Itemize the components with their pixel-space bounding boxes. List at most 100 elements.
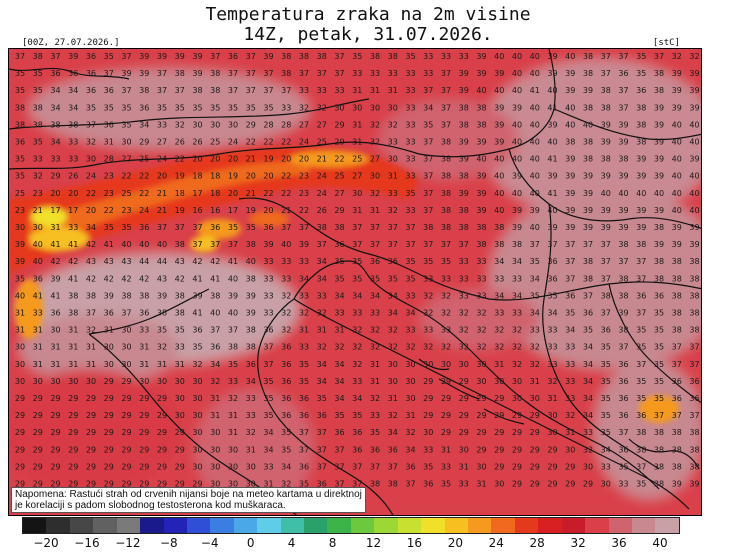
temperature-value-label: 33 (547, 343, 557, 352)
temperature-value-label: 39 (15, 257, 25, 266)
temperature-value-label: 40 (512, 52, 522, 61)
temperature-value-label: 33 (246, 411, 256, 420)
temperature-value-label: 38 (654, 428, 664, 437)
temperature-value-label: 33 (530, 326, 540, 335)
temperature-value-label: 37 (601, 274, 611, 283)
temperature-value-label: 29 (459, 411, 469, 420)
temperature-value-label: 30 (547, 428, 557, 437)
temperature-value-label: 41 (547, 155, 557, 164)
temperature-value-label: 29 (423, 411, 433, 420)
temperature-value-label: 22 (299, 206, 309, 215)
temperature-value-label: 36 (370, 257, 380, 266)
temperature-value-label: 40 (689, 138, 699, 147)
temperature-value-label: 32 (405, 343, 415, 352)
temperature-value-label: 35 (33, 138, 43, 147)
temperature-value-label: 21 (317, 155, 327, 164)
temperature-value-label: 36 (104, 86, 114, 95)
temperature-value-label: 32 (299, 309, 309, 318)
temperature-value-label: 32 (512, 326, 522, 335)
temperature-value-label: 37 (15, 52, 25, 61)
temperature-value-label: 21 (246, 155, 256, 164)
temperature-value-label: 36 (583, 309, 593, 318)
temperature-value-label: 36 (352, 445, 362, 454)
temperature-value-label: 31 (68, 360, 78, 369)
temperature-value-label: 30 (476, 360, 486, 369)
temperature-value-label: 35 (352, 52, 362, 61)
temperature-value-label: 39 (547, 120, 557, 129)
temperature-value-label: 30 (512, 394, 522, 403)
temperature-value-label: 22 (175, 155, 185, 164)
temperature-value-label: 34 (263, 428, 273, 437)
temperature-value-label: 35 (601, 377, 611, 386)
temperature-value-label: 36 (352, 428, 362, 437)
temperature-value-label: 32 (388, 120, 398, 129)
temperature-value-label: 38 (476, 223, 486, 232)
temperature-value-label: 37 (175, 86, 185, 95)
temperature-value-label: 37 (370, 462, 380, 471)
colorbar-tick-label: −12 (115, 536, 141, 550)
temperature-value-label: 33 (405, 172, 415, 181)
temperature-value-label: 32 (352, 360, 362, 369)
temperature-value-label: 41 (192, 309, 202, 318)
temperature-value-label: 32 (530, 360, 540, 369)
temperature-value-label: 40 (654, 189, 664, 198)
temperature-value-label: 40 (494, 172, 504, 181)
temperature-value-label: 39 (50, 274, 60, 283)
temperature-value-label: 37 (583, 291, 593, 300)
temperature-value-label: 17 (68, 206, 78, 215)
temperature-value-label: 32 (512, 360, 522, 369)
temperature-value-label: 39 (689, 69, 699, 78)
temperature-value-label: 40 (672, 155, 682, 164)
temperature-value-label: 38 (476, 120, 486, 129)
temperature-value-label: 39 (494, 103, 504, 112)
temperature-value-label: 27 (352, 172, 362, 181)
temperature-value-label: 32 (388, 343, 398, 352)
temperature-value-label: 37 (210, 326, 220, 335)
temperature-value-label: 35 (405, 189, 415, 198)
temperature-value-label: 36 (547, 257, 557, 266)
temperature-value-label: 30 (121, 138, 131, 147)
temperature-value-label: 29 (157, 394, 167, 403)
temperature-value-label: 29 (121, 411, 131, 420)
temperature-value-label: 29 (86, 480, 96, 489)
temperature-value-label: 33 (459, 52, 469, 61)
map-canvas: 37 38 37 39 36 35 37 39 39 39 39 37 36 37 39 38 38 38 37 35… (9, 49, 701, 515)
temperature-value-label: 35 (15, 172, 25, 181)
temperature-value-label: 40 (565, 52, 575, 61)
temperature-value-label: 39 (689, 240, 699, 249)
temperature-value-label: 37 (441, 120, 451, 129)
temperature-value-label: 38 (618, 155, 628, 164)
temperature-value-label: 38 (654, 274, 664, 283)
temperature-value-label: 34 (299, 274, 309, 283)
temperature-value-label: 30 (512, 377, 522, 386)
temperature-value-label: 22 (246, 138, 256, 147)
temperature-value-label: 30 (15, 343, 25, 352)
colorbar-swatch (210, 518, 234, 533)
temperature-value-label: 34 (317, 360, 327, 369)
temperature-value-label: 32 (370, 120, 380, 129)
temperature-value-label: 38 (689, 257, 699, 266)
temperature-value-label: 39 (157, 291, 167, 300)
temperature-value-label: 31 (388, 172, 398, 181)
temperature-value-label: 34 (423, 103, 433, 112)
temperature-value-label: 39 (636, 223, 646, 232)
temperature-value-label: 39 (565, 223, 575, 232)
temperature-value-label: 32 (299, 103, 309, 112)
temperature-value-label: 39 (654, 138, 664, 147)
temperature-value-label: 35 (299, 480, 309, 489)
temperature-value-label: 38 (370, 52, 380, 61)
temperature-value-label: 19 (175, 172, 185, 181)
temperature-value-label: 31 (15, 326, 25, 335)
temperature-value-label: 31 (104, 326, 114, 335)
temperature-value-label: 37 (405, 480, 415, 489)
temperature-value-label: 38 (370, 480, 380, 489)
colorbar-swatch (304, 518, 328, 533)
temperature-value-label: 30 (459, 445, 469, 454)
temperature-value-label: 31 (547, 394, 557, 403)
temperature-value-label: 34 (583, 394, 593, 403)
temperature-value-label: 27 (370, 155, 380, 164)
temperature-value-label: 37 (618, 103, 628, 112)
temperature-value-label: 37 (317, 428, 327, 437)
temperature-value-label: 38 (33, 120, 43, 129)
temperature-value-label: 32 (86, 138, 96, 147)
